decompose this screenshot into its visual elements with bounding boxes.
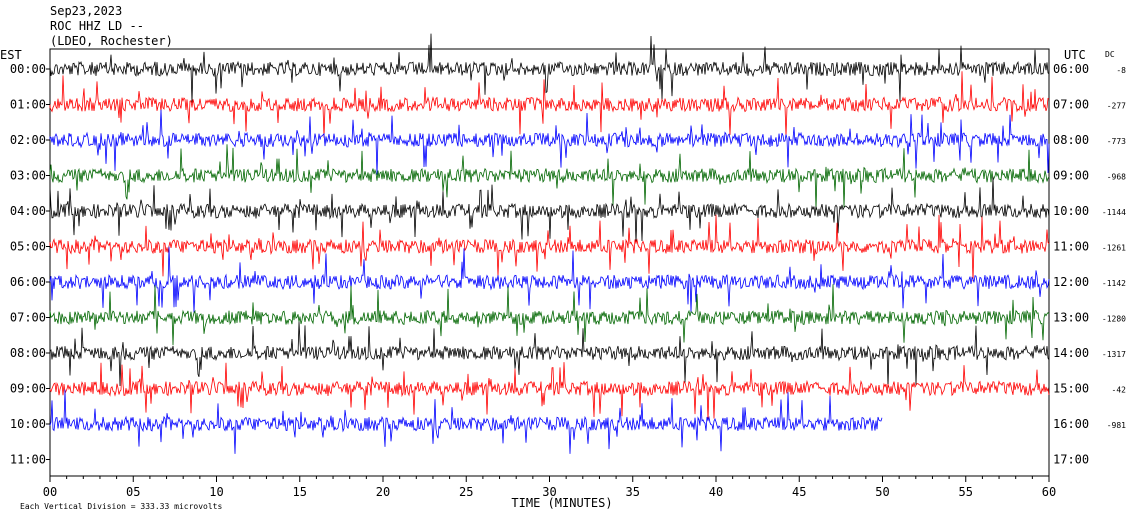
x-tick-label: 00 xyxy=(43,485,57,499)
utc-label: 09:00 xyxy=(1053,169,1089,183)
x-tick-label: 25 xyxy=(459,485,473,499)
trace-row-0900 xyxy=(49,362,1050,421)
x-tick-label: 30 xyxy=(542,485,556,499)
utc-label: 12:00 xyxy=(1053,275,1089,289)
scale-note: Each Vertical Division = 333.33 microvol… xyxy=(20,502,222,511)
utc-label: 17:00 xyxy=(1053,453,1089,467)
x-tick-label: 45 xyxy=(792,485,806,499)
trace-row-0300 xyxy=(49,144,1050,210)
est-label: 11:00 xyxy=(10,453,46,467)
est-label: 01:00 xyxy=(10,98,46,112)
row-labels: 00:00 06:00 -8 01:00 07:00 -277 02:00 08:00 -773… xyxy=(10,62,1126,467)
utc-label: 16:00 xyxy=(1053,417,1089,431)
est-label: 09:00 xyxy=(10,382,46,396)
left-axis-label: EST xyxy=(0,48,22,62)
x-tick-label: 40 xyxy=(709,485,723,499)
trace-row-0400 xyxy=(49,176,1050,244)
x-tick-label: 55 xyxy=(959,485,973,499)
dc-value: -1144 xyxy=(1102,208,1126,217)
x-tick-label: 50 xyxy=(875,485,889,499)
utc-label: 11:00 xyxy=(1053,240,1089,254)
utc-label: 10:00 xyxy=(1053,204,1089,218)
dc-value: -42 xyxy=(1112,386,1127,395)
header-location: (LDEO, Rochester) xyxy=(50,34,173,48)
x-axis: 00 05 10 15 20 25 30 35 40 45 50 55 60 xyxy=(43,476,1056,499)
dc-label: DC xyxy=(1105,50,1115,59)
trace-row-0100 xyxy=(49,71,1050,138)
right-axis-label: UTC xyxy=(1064,48,1086,62)
trace-row-0800 xyxy=(49,321,1050,388)
trace-row-0000 xyxy=(49,33,1050,103)
plot-frame xyxy=(49,48,1050,477)
trace-row-0600 xyxy=(49,246,1050,314)
dc-value: -981 xyxy=(1107,421,1126,430)
utc-label: 14:00 xyxy=(1053,346,1089,360)
dc-value: -1142 xyxy=(1102,279,1126,288)
dc-value: -8 xyxy=(1116,66,1126,75)
dc-value: -773 xyxy=(1107,137,1126,146)
est-label: 08:00 xyxy=(10,346,46,360)
x-tick-label: 20 xyxy=(376,485,390,499)
x-tick-label: 60 xyxy=(1042,485,1056,499)
est-label: 06:00 xyxy=(10,275,46,289)
x-tick-label: 05 xyxy=(126,485,140,499)
est-label: 05:00 xyxy=(10,240,46,254)
x-tick-label: 35 xyxy=(626,485,640,499)
x-axis-title: TIME (MINUTES) xyxy=(511,496,612,510)
utc-label: 13:00 xyxy=(1053,311,1089,325)
est-label: 03:00 xyxy=(10,169,46,183)
utc-label: 07:00 xyxy=(1053,98,1089,112)
dc-value: -1280 xyxy=(1102,315,1126,324)
x-tick-label: 15 xyxy=(293,485,307,499)
traces-layer xyxy=(49,33,1050,454)
est-label: 07:00 xyxy=(10,311,46,325)
est-label: 02:00 xyxy=(10,133,46,147)
header-station: ROC HHZ LD -- xyxy=(50,19,144,33)
trace-row-0700 xyxy=(49,284,1050,346)
x-tick-label: 10 xyxy=(209,485,223,499)
dc-value: -968 xyxy=(1107,173,1126,182)
trace-row-0200 xyxy=(49,109,1050,175)
est-label: 00:00 xyxy=(10,62,46,76)
dc-value: -277 xyxy=(1107,102,1126,111)
est-label: 10:00 xyxy=(10,417,46,431)
utc-label: 15:00 xyxy=(1053,382,1089,396)
trace-row-0500 xyxy=(49,214,1050,282)
trace-row-1000 xyxy=(49,389,883,454)
utc-label: 06:00 xyxy=(1053,62,1089,76)
utc-label: 08:00 xyxy=(1053,133,1089,147)
est-label: 04:00 xyxy=(10,204,46,218)
dc-value: -1317 xyxy=(1102,350,1126,359)
dc-value: -1261 xyxy=(1102,244,1126,253)
header-date: Sep23,2023 xyxy=(50,4,122,18)
